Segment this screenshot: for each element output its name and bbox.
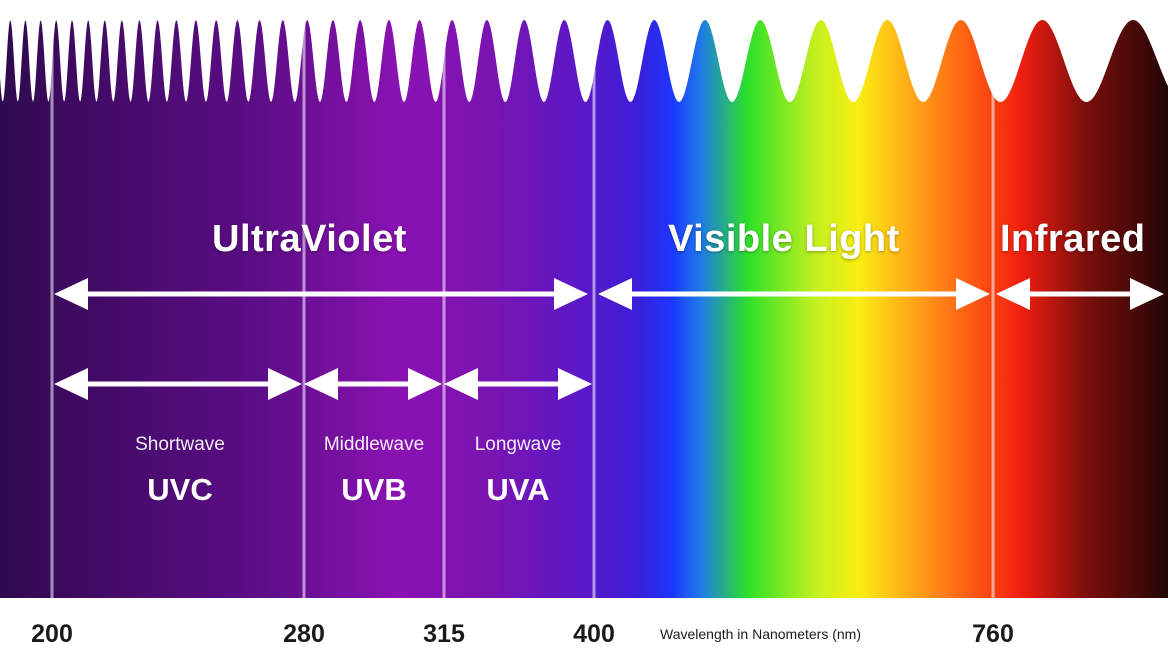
uvb-label: UVB [341, 472, 407, 507]
axis-strip [0, 598, 1168, 657]
infrared-range-arrow [996, 278, 1164, 310]
longwave-label: Longwave [474, 434, 562, 455]
axis-title: Wavelength in Nanometers (nm) [660, 626, 862, 642]
tick-315: 315 [423, 620, 465, 648]
tick-200: 200 [31, 620, 73, 648]
uva-label: UVA [486, 472, 550, 507]
middlewave-label: Middlewave [323, 434, 425, 455]
tick-400: 400 [573, 620, 615, 648]
ultraviolet-label: UltraViolet [212, 218, 407, 260]
ultraviolet-range-arrow [54, 278, 588, 310]
infrared-label: Infrared [1000, 218, 1146, 260]
uvb-range-arrow [304, 368, 442, 400]
spectrum-band [0, 20, 1168, 598]
visible-range-arrow [598, 278, 990, 310]
uva-range-arrow [444, 368, 592, 400]
tick-280: 280 [283, 620, 325, 648]
shortwave-label: Shortwave [135, 434, 225, 455]
uvc-range-arrow [54, 368, 302, 400]
tick-760: 760 [972, 620, 1014, 648]
uvc-label: UVC [147, 472, 213, 507]
visible-light-label: Visible Light [668, 218, 900, 260]
